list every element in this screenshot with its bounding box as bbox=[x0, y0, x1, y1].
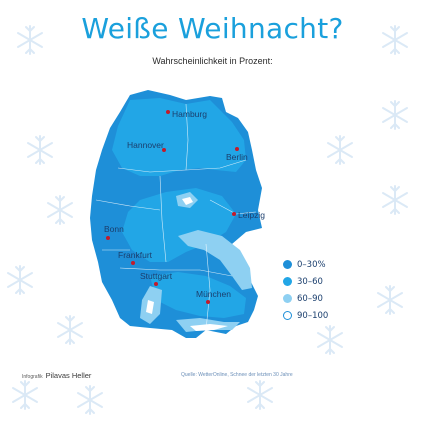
map-title: Weiße Weihnacht? bbox=[81, 12, 344, 45]
legend-label: 60–90 bbox=[297, 293, 323, 304]
zone-90-100-alps bbox=[190, 324, 228, 331]
footer-source: Quelle: WetterOnline, Schnee der letzten… bbox=[181, 372, 293, 378]
footer-author: Pilavas Heller bbox=[45, 371, 92, 380]
zone-30-60-north bbox=[112, 98, 246, 176]
zone-30-60-central bbox=[122, 188, 236, 262]
city-label-stuttgart: Stuttgart bbox=[140, 271, 173, 281]
legend-item: 30–60 bbox=[283, 273, 328, 290]
legend-item: 90–100 bbox=[283, 307, 328, 324]
zone-90-100-feldberg bbox=[146, 300, 154, 314]
city-dot-bonn bbox=[106, 236, 110, 240]
city-dot-hamburg bbox=[166, 110, 170, 114]
city-dot-hannover bbox=[162, 148, 166, 152]
city-label-berlin: Berlin bbox=[226, 152, 248, 162]
city-dot-muenchen bbox=[206, 300, 210, 304]
city-label-bonn: Bonn bbox=[104, 224, 124, 234]
city-label-hamburg: Hamburg bbox=[172, 109, 207, 119]
zone-90-100-brocken bbox=[182, 197, 193, 205]
city-dot-leipzig bbox=[232, 212, 236, 216]
city-label-frankfurt: Frankfurt bbox=[118, 250, 153, 260]
legend-label: 30–60 bbox=[297, 276, 323, 287]
city-label-hannover: Hannover bbox=[127, 140, 164, 150]
zone-60-90-ore-mountains bbox=[178, 230, 252, 290]
footer-infografik-label: Infografik bbox=[22, 374, 43, 380]
zone-30-60-south bbox=[150, 272, 246, 318]
legend-label: 0–30% bbox=[297, 259, 326, 270]
legend-item: 0–30% bbox=[283, 256, 328, 273]
city-dot-frankfurt bbox=[131, 261, 135, 265]
legend-item: 60–90 bbox=[283, 290, 328, 307]
legend-swatch-60-90 bbox=[283, 294, 292, 303]
legend-label: 90–100 bbox=[297, 310, 329, 321]
legend-swatch-0-30 bbox=[283, 260, 292, 269]
legend: 0–30% 30–60 60–90 90–100 bbox=[283, 256, 328, 324]
city-label-muenchen: München bbox=[196, 289, 231, 299]
city-label-leipzig: Leipzig bbox=[238, 210, 265, 220]
city-dot-stuttgart bbox=[154, 282, 158, 286]
map-subtitle: Wahrscheinlichkeit in Prozent: bbox=[152, 56, 273, 66]
footer-credit: Infografik Pilavas Heller bbox=[22, 371, 91, 380]
legend-swatch-90-100 bbox=[283, 311, 292, 320]
city-dot-berlin bbox=[235, 147, 239, 151]
legend-swatch-30-60 bbox=[283, 277, 292, 286]
